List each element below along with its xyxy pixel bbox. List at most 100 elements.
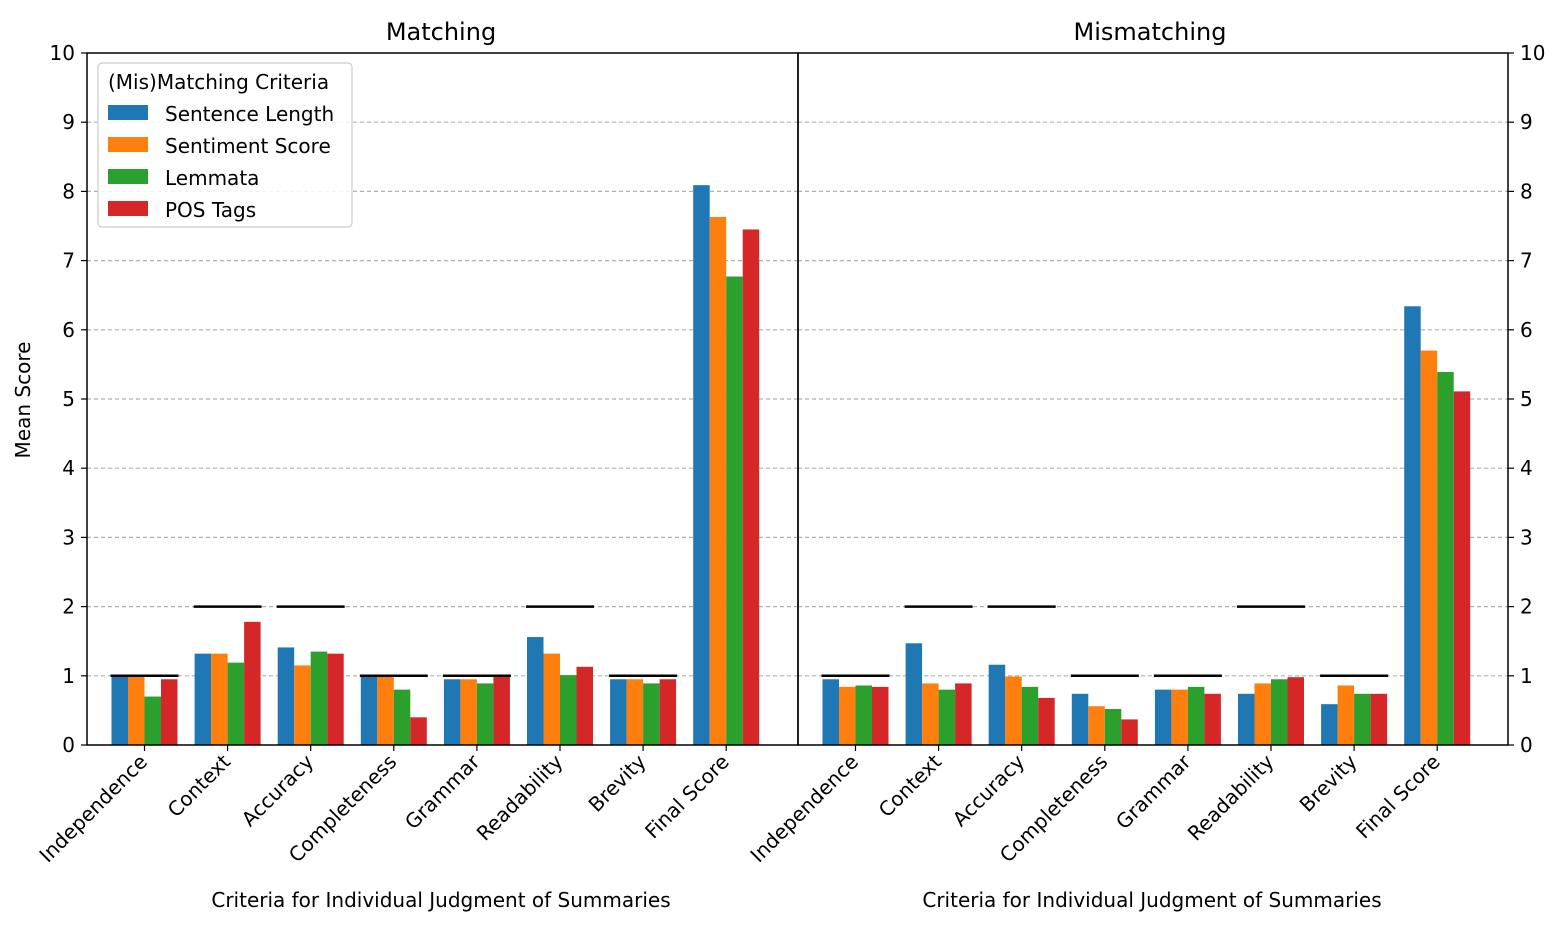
matching-bar-independence-sentiment-score: [128, 675, 145, 745]
matching-bar-independence-sentence-length: [111, 675, 128, 745]
mismatching-axes-frame: [797, 52, 1509, 746]
mismatching-bar-accuracy-sentiment-score: [1005, 676, 1022, 745]
matching-x-tick-label-accuracy: Accuracy: [237, 749, 319, 831]
mismatching-bar-readability-sentiment-score: [1254, 683, 1271, 745]
legend-title: (Mis)Matching Criteria: [108, 70, 329, 94]
matching-bar-grammar-lemmata: [476, 683, 494, 745]
matching-x-tick-label-grammar: Grammar: [400, 749, 485, 834]
mismatching-panel-title: Mismatching: [1074, 18, 1227, 46]
mismatching-bar-independence-lemmata: [855, 685, 872, 745]
matching-y-tick-label-4: 4: [62, 456, 75, 480]
matching-bar-final-score-pos-tags: [742, 229, 760, 745]
legend-swatch-pos-tags: [108, 201, 148, 216]
matching-bar-brevity-pos-tags: [659, 679, 677, 745]
matching-bar-accuracy-sentiment-score: [294, 665, 311, 745]
mismatching-bar-readability-lemmata: [1271, 679, 1288, 745]
mismatching-y-tick-label-4: 4: [1520, 456, 1533, 480]
mismatching-y-tick-label-8: 8: [1520, 179, 1533, 203]
mismatching-bar-grammar-sentiment-score: [1171, 689, 1188, 745]
mismatching-bar-brevity-lemmata: [1354, 693, 1371, 745]
matching-x-tick-label-final-score: Final Score: [640, 750, 734, 844]
matching-y-tick-label-3: 3: [62, 525, 75, 549]
mismatching-x-tick-label-final-score: Final Score: [1351, 750, 1445, 844]
matching-bar-brevity-sentence-length: [610, 679, 627, 745]
matching-y-tick-label-2: 2: [62, 595, 75, 619]
matching-bar-final-score-lemmata: [726, 276, 743, 745]
mismatching-bar-completeness-pos-tags: [1121, 719, 1138, 745]
legend-entry-lemmata: Lemmata: [165, 166, 259, 190]
matching-bar-brevity-lemmata: [643, 683, 660, 745]
matching-y-tick-label-7: 7: [62, 249, 75, 273]
matching-bar-independence-lemmata: [144, 696, 161, 745]
mismatching-bar-context-lemmata: [938, 689, 956, 745]
matching-y-tick-label-6: 6: [62, 318, 75, 342]
legend-box: [97, 62, 353, 228]
matching-bar-final-score-sentiment-score: [709, 217, 727, 745]
matching-bar-grammar-sentence-length: [443, 679, 461, 745]
matching-bar-accuracy-lemmata: [310, 651, 328, 745]
legend-swatch-sentence-length: [108, 105, 148, 120]
matching-bar-context-sentence-length: [194, 653, 212, 745]
matching-y-tick-label-5: 5: [62, 387, 75, 411]
legend-entry-sentiment-score: Sentiment Score: [165, 134, 331, 158]
matching-bar-readability-pos-tags: [576, 666, 593, 745]
mismatching-bar-brevity-sentiment-score: [1337, 685, 1355, 745]
mismatching-bar-independence-sentiment-score: [839, 686, 856, 745]
legend-entry-pos-tags: POS Tags: [165, 198, 256, 222]
mismatching-x-tick-label-independence: Independence: [745, 750, 863, 868]
matching-x-axis-label: Criteria for Individual Judgment of Summ…: [211, 888, 670, 912]
matching-y-tick-label-10: 10: [50, 41, 75, 65]
matching-bar-accuracy-pos-tags: [327, 653, 344, 745]
mismatching-bar-grammar-pos-tags: [1204, 693, 1221, 745]
matching-y-tick-label-8: 8: [62, 179, 75, 203]
mismatching-bar-accuracy-pos-tags: [1038, 697, 1055, 745]
mismatching-bar-independence-pos-tags: [872, 686, 889, 745]
mismatching-bar-completeness-lemmata: [1104, 709, 1122, 745]
matching-bar-accuracy-sentence-length: [277, 647, 295, 745]
matching-bar-completeness-lemmata: [393, 689, 411, 745]
matching-bar-readability-sentence-length: [527, 637, 544, 745]
matching-bar-final-score-sentence-length: [693, 185, 710, 745]
mismatching-bar-accuracy-sentence-length: [988, 664, 1006, 745]
mismatching-panel: Mismatching Criteria for Individual Judg…: [745, 18, 1545, 912]
matching-bar-grammar-pos-tags: [493, 675, 510, 745]
mismatching-bar-context-sentence-length: [905, 643, 923, 745]
matching-bar-completeness-sentence-length: [360, 675, 378, 745]
mismatching-bar-completeness-sentiment-score: [1088, 706, 1105, 745]
matching-bar-completeness-sentiment-score: [377, 675, 394, 745]
matching-bar-brevity-sentiment-score: [626, 679, 644, 745]
mismatching-x-tick-label-accuracy: Accuracy: [948, 749, 1030, 831]
legend-entry-sentence-length: Sentence Length: [165, 102, 334, 126]
legend-swatch-sentiment-score: [108, 137, 148, 152]
matching-y-tick-label-9: 9: [62, 110, 75, 134]
mismatching-y-tick-label-10: 10: [1520, 41, 1545, 65]
mismatching-y-tick-label-1: 1: [1520, 664, 1533, 688]
matching-bar-context-sentiment-score: [211, 653, 228, 745]
mismatching-y-tick-label-3: 3: [1520, 525, 1533, 549]
matching-bar-readability-sentiment-score: [543, 653, 560, 745]
matching-y-tick-label-1: 1: [62, 664, 75, 688]
matching-x-tick-label-independence: Independence: [34, 750, 152, 868]
mismatching-x-tick-label-brevity: Brevity: [1295, 749, 1362, 816]
matching-panel-title: Matching: [386, 18, 496, 46]
matching-bar-context-pos-tags: [244, 621, 261, 745]
mismatching-bar-grammar-sentence-length: [1154, 689, 1172, 745]
mismatching-y-tick-label-6: 6: [1520, 318, 1533, 342]
mismatching-x-tick-label-context: Context: [874, 749, 946, 821]
matching-y-tick-label-0: 0: [62, 733, 75, 757]
matching-bar-context-lemmata: [227, 662, 245, 745]
mismatching-y-tick-label-2: 2: [1520, 595, 1533, 619]
mismatching-bar-readability-pos-tags: [1287, 677, 1304, 745]
matching-x-tick-label-brevity: Brevity: [584, 749, 651, 816]
mismatching-bar-context-sentiment-score: [922, 683, 939, 745]
matching-bar-completeness-pos-tags: [410, 717, 427, 745]
mismatching-y-tick-label-5: 5: [1520, 387, 1533, 411]
mismatching-x-tick-label-readability: Readability: [1183, 749, 1279, 845]
mismatching-y-tick-label-9: 9: [1520, 110, 1533, 134]
mismatching-bar-accuracy-lemmata: [1021, 686, 1039, 745]
mismatching-bar-final-score-sentiment-score: [1420, 350, 1438, 745]
mismatching-bar-final-score-lemmata: [1437, 372, 1454, 745]
matching-bar-independence-pos-tags: [161, 679, 178, 745]
